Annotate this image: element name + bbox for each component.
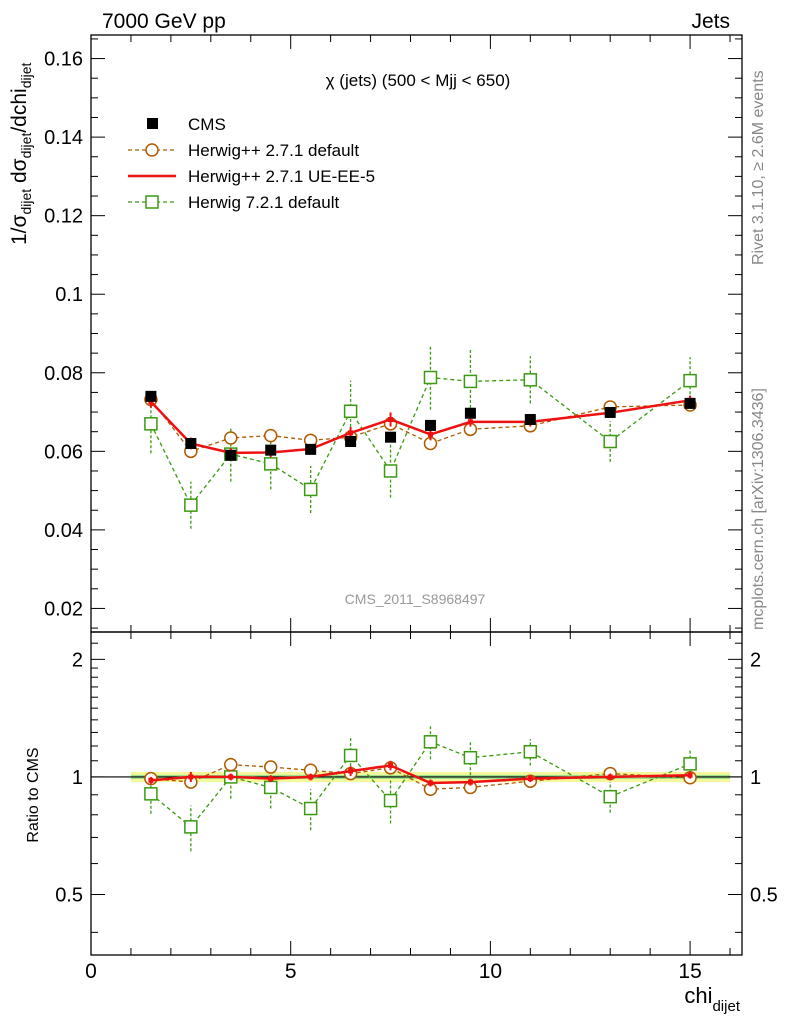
herwig-7-2-1-default-point: [423, 370, 438, 385]
herwig-2-7-1-ue-ee-5-point: [228, 774, 234, 780]
legend-label-cms: CMS: [188, 115, 226, 134]
herwig-2-7-1-ue-ee-5-line: [150, 764, 691, 785]
herwig-7-2-1-default-point: [184, 820, 198, 834]
herwig-2-7-1-ue-ee-5-point: [348, 768, 354, 774]
legend-marker-herwigpp-default: [145, 143, 159, 157]
cms-point: [345, 436, 357, 448]
cms-point: [145, 390, 157, 402]
herwig-7-2-1-default-point: [383, 793, 398, 808]
herwig-2-7-1-default-point: [224, 757, 238, 772]
herwig-2-7-1-ue-ee-5-point: [467, 419, 473, 425]
ratio-data: [144, 726, 697, 852]
herwig-7-2-1-default-point: [603, 789, 617, 804]
herwig-7-2-1-default-point: [184, 498, 198, 512]
ratio-y-axis-label: Ratio to CMS: [25, 747, 42, 842]
y-axis-label: 1/σdijet dσdijet/dchidijet: [8, 63, 34, 245]
herwig-7-2-1-default-point: [263, 457, 278, 471]
cms-point: [225, 449, 237, 461]
legend-label-herwigpp-ueee5: Herwig++ 2.7.1 UE-EE-5: [188, 167, 375, 186]
cms-point: [604, 406, 616, 418]
ratio-y-tick-label: 2: [72, 649, 83, 671]
ratio-y-tick-label: 0.5: [55, 885, 83, 907]
chart-title: χ (jets) (500 < Mjj < 650): [326, 71, 511, 90]
upper-data: [144, 345, 697, 529]
herwig-2-7-1-ue-ee-5-point: [188, 774, 194, 780]
cms-point: [684, 397, 696, 409]
y-tick-label: 0.04: [44, 520, 83, 542]
herwig-2-7-1-ue-ee-5-point: [348, 430, 354, 436]
ratio-frame: [90, 631, 743, 956]
herwig-2-7-1-default-point: [224, 431, 238, 445]
y-tick-label: 0.02: [44, 598, 83, 620]
legend-marker-herwig7: [145, 195, 159, 209]
cms-point: [524, 414, 536, 426]
y-tick-label: 0.08: [44, 363, 83, 385]
herwig-7-2-1-default-point: [683, 757, 697, 771]
herwig-2-7-1-ue-ee-5-point: [607, 774, 613, 780]
y-tick-label: 0.06: [44, 441, 83, 463]
herwig-2-7-1-ue-ee-5-point: [687, 772, 693, 778]
cms-point: [185, 437, 197, 449]
herwig-7-2-1-default-line: [150, 376, 691, 507]
legend-marker-cms: [147, 118, 158, 129]
mcplots-label: mcplots.cern.ch [arXiv:1306.3436]: [750, 388, 767, 630]
herwig-7-2-1-default-point: [343, 404, 358, 419]
herwig-2-7-1-ue-ee-5-point: [148, 777, 154, 783]
watermark: CMS_2011_S8968497: [345, 591, 486, 607]
cms-point: [305, 443, 317, 455]
ratio-y-tick-label: 2: [750, 649, 761, 671]
herwig-7-2-1-default-point: [683, 373, 697, 388]
ratio-y-tick-label: 1: [750, 767, 761, 789]
herwig-7-2-1-default-point: [144, 787, 158, 801]
herwig-7-2-1-default-point: [343, 748, 358, 763]
herwig-2-7-1-default-point: [263, 428, 278, 443]
x-tick-label: 15: [678, 960, 701, 983]
herwig-2-7-1-ue-ee-5-point: [388, 762, 394, 768]
herwig-2-7-1-ue-ee-5-point: [527, 776, 533, 782]
cms-point: [424, 419, 436, 431]
x-tick-label: 0: [85, 960, 97, 983]
legend: CMS Herwig++ 2.7.1 default Herwig++ 2.7.…: [128, 115, 375, 212]
herwig-2-7-1-ue-ee-5-point: [427, 431, 433, 437]
herwig-7-2-1-default-line: [150, 741, 691, 828]
header-right: Jets: [691, 10, 730, 33]
herwig-7-2-1-default-point: [523, 745, 538, 759]
herwig-2-7-1-ue-ee-5-point: [268, 776, 274, 782]
herwig-2-7-1-ue-ee-5-point: [308, 774, 314, 780]
herwig-7-2-1-default-point: [303, 801, 318, 816]
y-tick-label: 0.12: [44, 206, 83, 228]
x-tick-label: 10: [479, 960, 502, 983]
axis-frames: 0 5 10 15 0.02 0.04 0.06 0.08 0.1 0.12 0.14 0.16 0.5…: [44, 34, 778, 983]
ratio-y-tick-label: 0.5: [750, 885, 778, 907]
herwig-7-2-1-default-point: [463, 750, 478, 765]
x-tick-label: 5: [285, 960, 297, 983]
herwig-7-2-1-default-point: [383, 464, 398, 478]
legend-label-herwig7: Herwig 7.2.1 default: [188, 193, 339, 212]
herwig-7-2-1-default-point: [523, 373, 538, 387]
ratio-y-tick-label: 1: [72, 767, 83, 789]
y-tick-label: 0.16: [44, 49, 83, 71]
herwig-2-7-1-default-line: [150, 399, 691, 453]
rivet-label: Rivet 3.1.10, ≥ 2.6M events: [750, 70, 767, 265]
y-tick-label: 0.1: [55, 284, 83, 306]
cms-point: [464, 407, 476, 419]
herwig-2-7-1-default-point: [263, 760, 278, 774]
herwig-7-2-1-default-point: [303, 482, 318, 497]
herwig-7-2-1-default-point: [603, 434, 617, 449]
herwig-2-7-1-ue-ee-5-point: [467, 779, 473, 785]
herwig-2-7-1-ue-ee-5-line: [149, 399, 691, 455]
legend-label-herwigpp-default: Herwig++ 2.7.1 default: [188, 141, 359, 160]
cms-point: [265, 444, 277, 456]
herwig-7-2-1-default-point: [463, 374, 478, 389]
y-tick-label: 0.14: [44, 127, 83, 149]
herwig-7-2-1-default-point: [144, 417, 158, 431]
cms-point: [385, 431, 397, 443]
herwig-2-7-1-ue-ee-5-point: [427, 780, 433, 786]
herwig-7-2-1-default-point: [263, 780, 278, 795]
header-left: 7000 GeV pp: [102, 10, 226, 33]
herwig-7-2-1-default-point: [423, 735, 438, 749]
herwig-2-7-1-ue-ee-5-point: [388, 417, 394, 423]
